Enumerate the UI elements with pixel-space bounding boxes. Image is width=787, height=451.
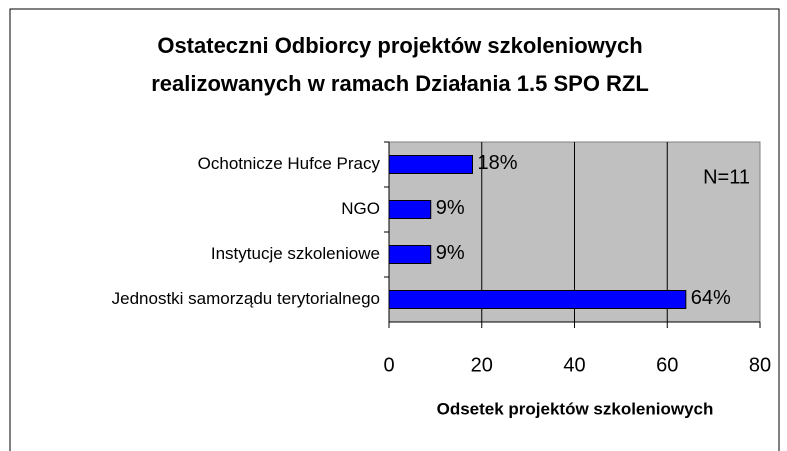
y-tick-label: NGO (341, 199, 380, 218)
data-label: 9% (436, 242, 465, 264)
chart-title: realizowanych w ramach Działania 1.5 SPO… (151, 71, 649, 96)
x-tick-label: 20 (471, 354, 493, 376)
bar (388, 245, 432, 264)
annotation: N=11 (703, 166, 750, 188)
data-label: 18% (477, 152, 517, 174)
x-tick-label: 60 (656, 354, 678, 376)
y-tick-label: Instytucje szkoleniowe (211, 244, 380, 263)
chart-title: Ostateczni Odbiorcy projektów szkoleniow… (157, 33, 642, 58)
bar (388, 290, 687, 309)
data-label: 9% (436, 197, 465, 219)
y-tick-label: Ochotnicze Hufce Pracy (198, 154, 381, 173)
x-tick-label: 80 (749, 354, 771, 376)
x-tick-label: 0 (383, 354, 394, 376)
x-axis-title: Odsetek projektów szkoleniowych (437, 399, 714, 418)
x-tick-label: 40 (563, 354, 585, 376)
bar (388, 200, 432, 219)
bar (388, 155, 473, 174)
y-tick-label: Jednostki samorządu terytorialnego (112, 289, 380, 308)
data-label: 64% (691, 287, 731, 309)
